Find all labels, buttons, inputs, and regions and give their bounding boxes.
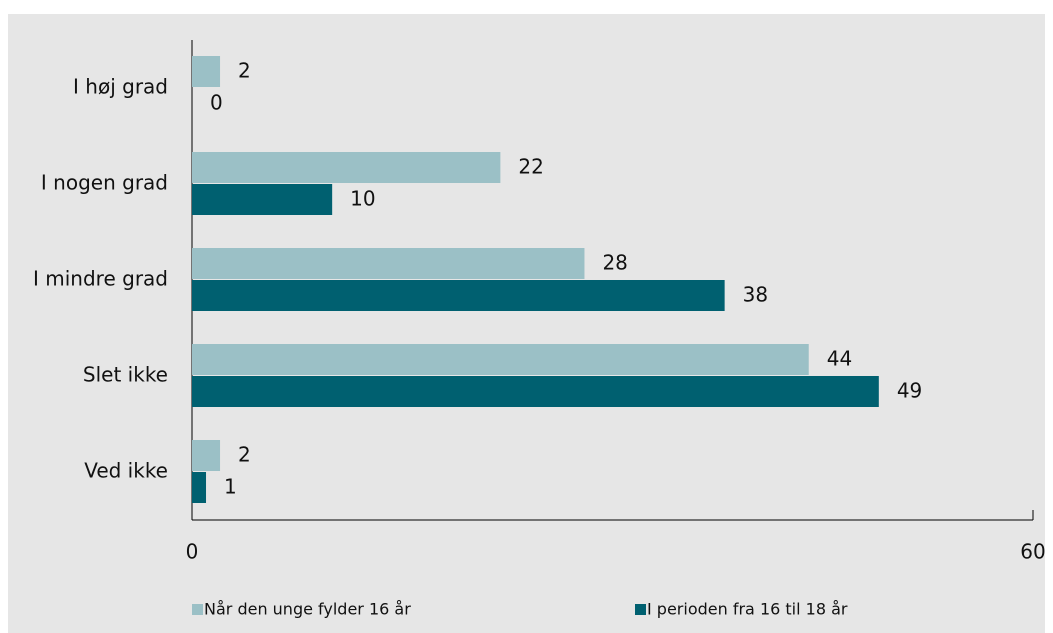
value-label: 10 [350,187,375,211]
value-label: 22 [518,155,543,179]
legend-label: I perioden fra 16 til 18 år [647,600,848,619]
value-label: 38 [743,283,768,307]
bar [192,248,585,279]
legend-label: Når den unge fylder 16 år [204,600,411,619]
value-label: 2 [238,443,251,467]
y-tick-label: I mindre grad [33,267,168,291]
value-label: 0 [210,91,223,115]
bar [192,376,879,407]
bar [192,184,333,215]
value-label: 44 [827,347,852,371]
bar [192,56,221,87]
y-tick-label: I nogen grad [41,171,168,195]
value-label: 1 [224,475,237,499]
bar [192,440,221,471]
value-label: 28 [602,251,627,275]
x-tick-label: 60 [1020,540,1045,564]
chart-background [8,14,1045,633]
legend-swatch [192,604,203,615]
bar [192,344,809,375]
value-label: 2 [238,59,251,83]
value-label: 49 [897,379,922,403]
legend-swatch [635,604,646,615]
y-tick-label: I høj grad [73,75,168,99]
bar [192,152,501,183]
y-tick-label: Ved ikke [84,459,168,483]
x-tick-label: 0 [186,540,199,564]
bar [192,472,207,503]
y-tick-label: Slet ikke [83,363,168,387]
bar [192,280,725,311]
